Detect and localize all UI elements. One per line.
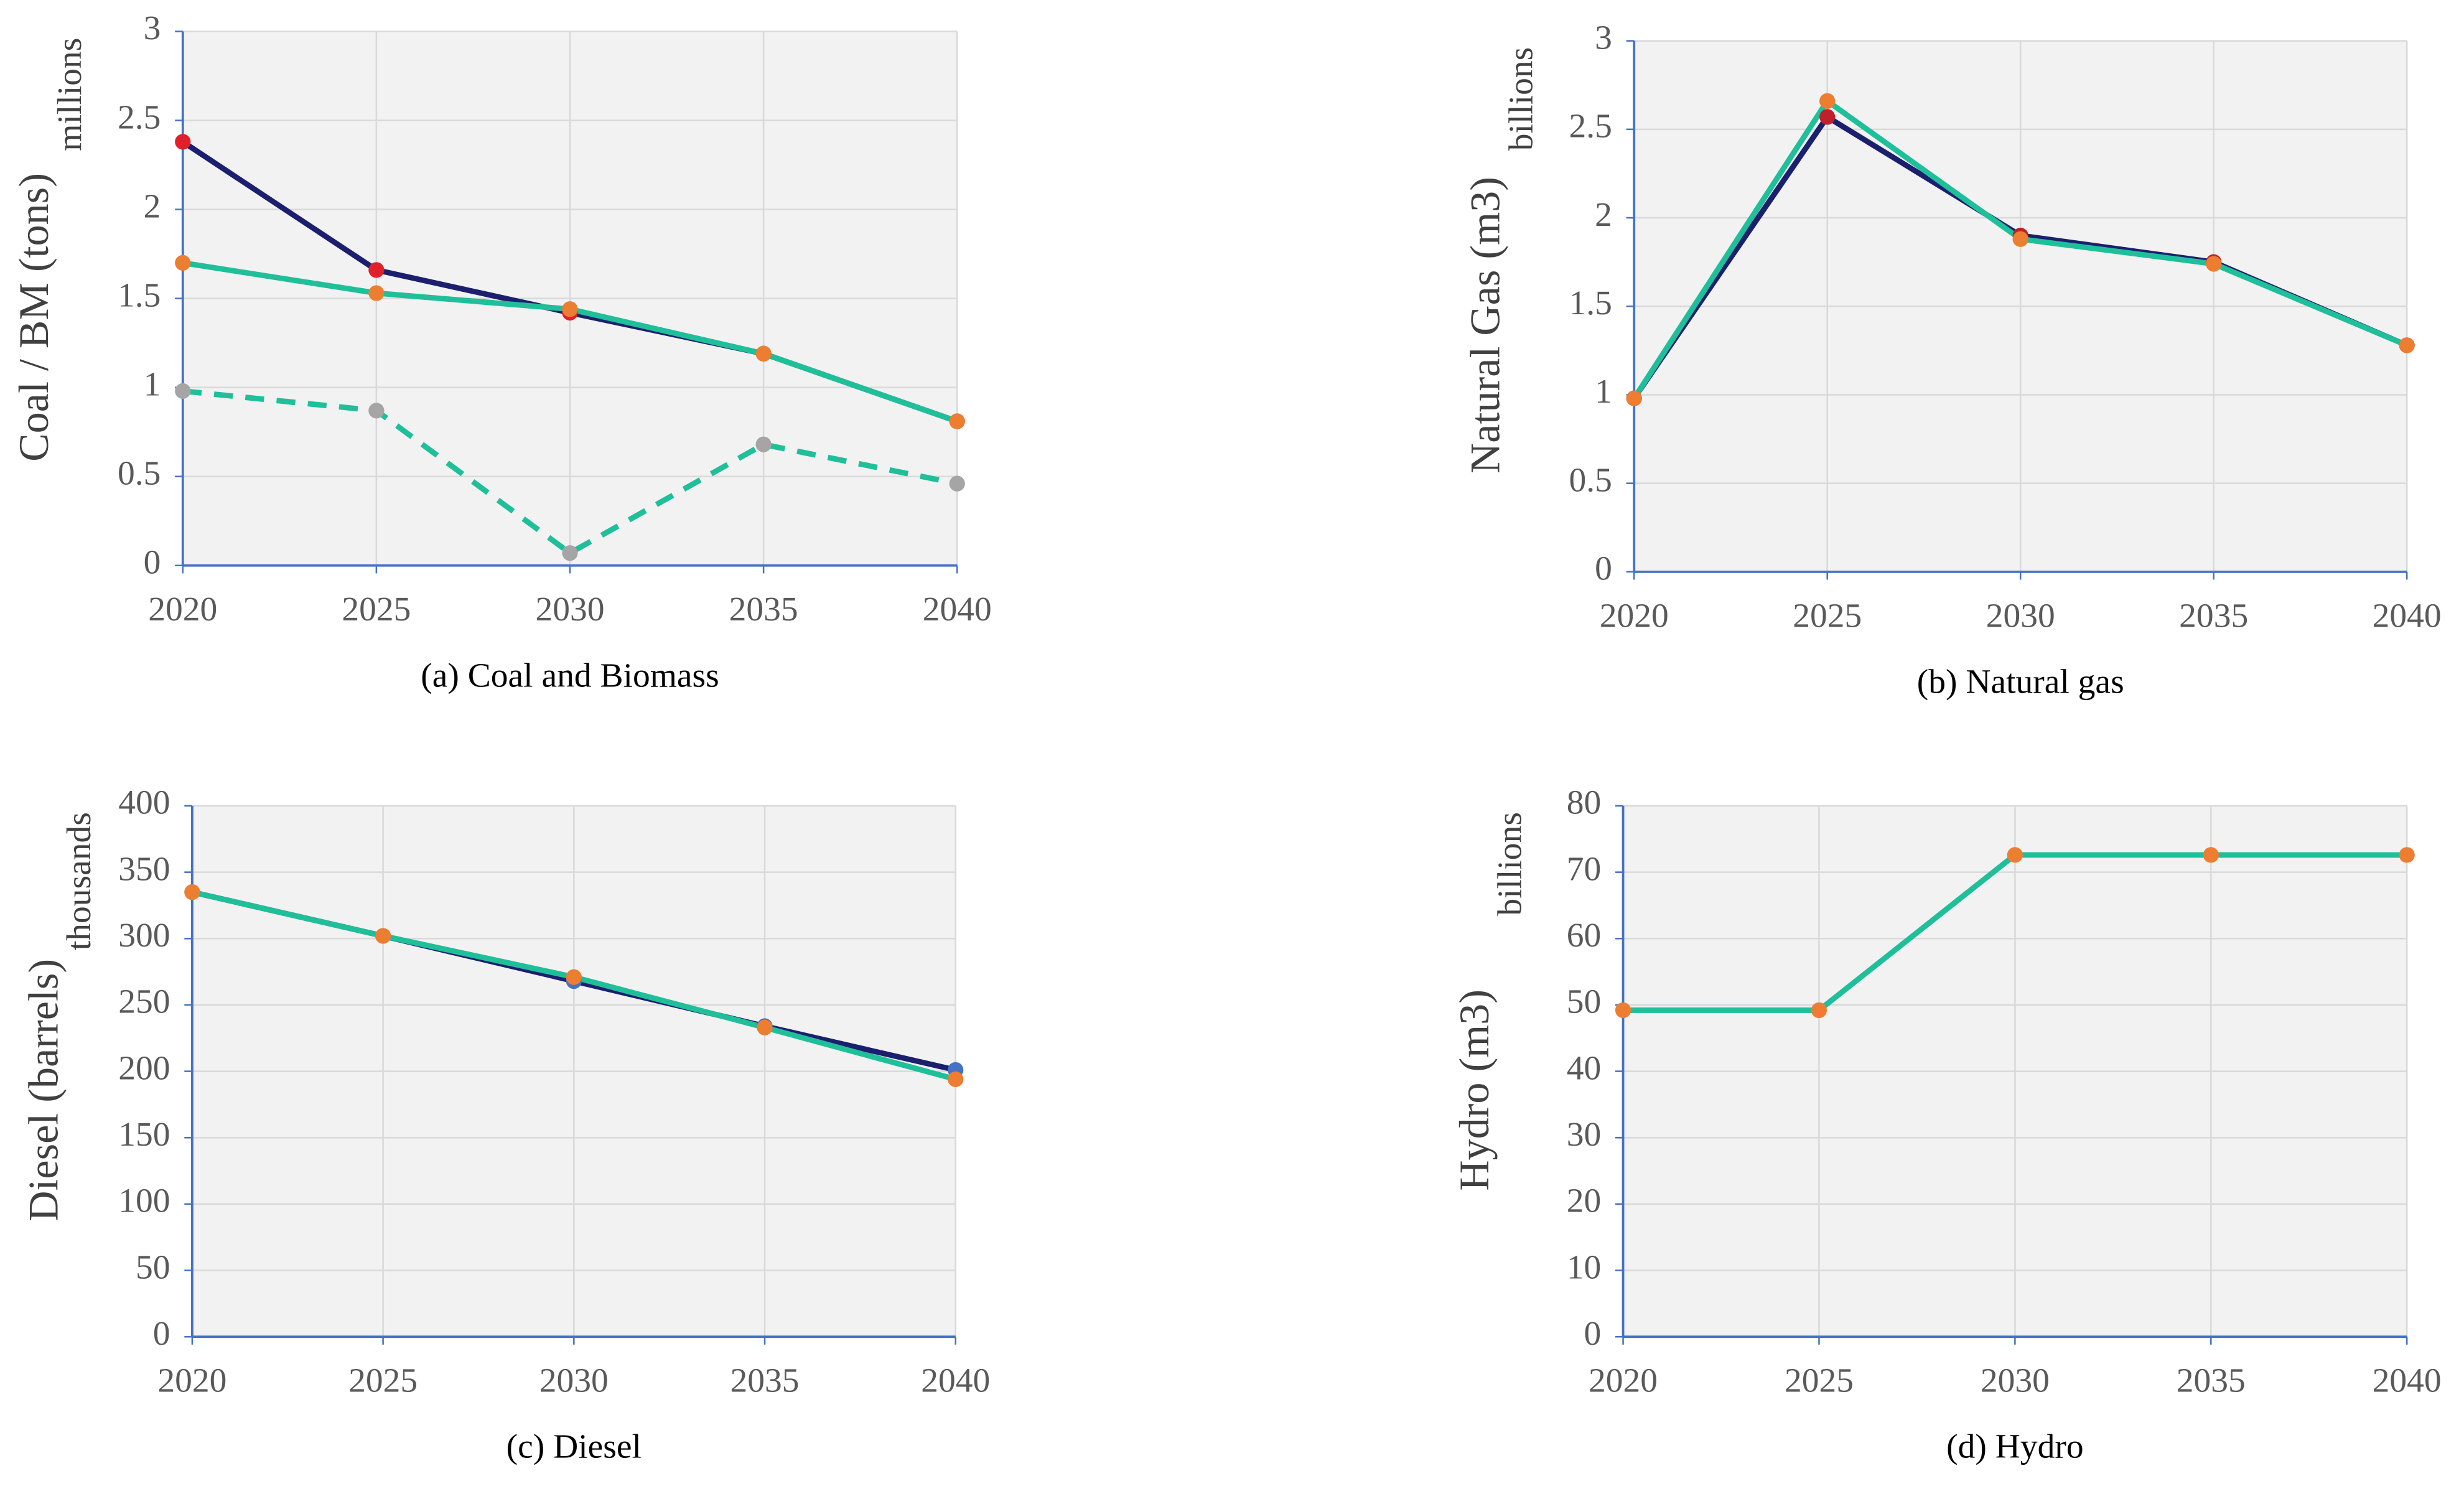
y-tick-label: 250	[118, 983, 170, 1021]
y-tick-label: 1.5	[118, 276, 161, 314]
chart: 0 0.5 1 1.5 2 2.5 3 2020 2025 2030 2035 2040 Natural…	[1462, 19, 2442, 701]
y-tick-label: 10	[1567, 1248, 1602, 1286]
y-tick-label: 40	[1567, 1049, 1602, 1087]
data-point	[2399, 337, 2415, 353]
data-point	[2012, 231, 2028, 247]
data-point	[562, 545, 578, 561]
y-axis-label: Diesel (barrels)	[19, 959, 67, 1222]
y-tick-label: 0.5	[118, 454, 161, 492]
x-tick-label: 2020	[1589, 1362, 1658, 1400]
data-point	[949, 475, 965, 492]
chart-caption: (b) Natural gas	[1917, 663, 2124, 701]
unit-label: billions	[1491, 812, 1529, 916]
x-tick-label: 2035	[729, 591, 798, 629]
y-tick-label: 0	[153, 1315, 170, 1353]
series-line	[182, 388, 958, 556]
chart-caption: (d) Hydro	[1946, 1428, 2083, 1466]
data-point	[1615, 1002, 1631, 1019]
y-tick-label: 150	[118, 1116, 170, 1154]
x-tick-label: 2035	[730, 1362, 800, 1400]
data-point	[755, 345, 772, 362]
y-tick-label: 2	[144, 187, 161, 225]
data-point	[2203, 847, 2219, 863]
y-tick-label: 50	[136, 1248, 170, 1286]
data-point	[948, 1071, 964, 1088]
y-tick-label: 1	[144, 365, 161, 403]
x-tick-label: 2025	[348, 1362, 418, 1400]
chart: 0 50 100 150 200 250 300 350 400 2020 2025 2030 2035…	[19, 784, 990, 1466]
y-tick-label: 60	[1567, 917, 1602, 955]
chart-caption: (a) Coal and Biomass	[421, 657, 719, 694]
x-tick-label: 2030	[535, 591, 604, 629]
x-tick-label: 2040	[2373, 1362, 2442, 1400]
chart-caption: (c) Diesel	[506, 1428, 642, 1466]
data-point	[2206, 256, 2222, 272]
y-tick-label: 2.5	[118, 98, 161, 136]
data-point	[368, 262, 385, 278]
y-tick-label: 300	[118, 917, 170, 955]
y-tick-label: 2.5	[1569, 108, 1612, 146]
x-tick-label: 2030	[1986, 597, 2055, 635]
y-tick-label: 0	[144, 544, 161, 582]
x-tick-label: 2040	[923, 591, 992, 629]
x-tick-label: 2030	[539, 1362, 609, 1400]
data-point	[1819, 93, 1836, 109]
unit-label: thousands	[60, 812, 98, 950]
y-tick-label: 20	[1567, 1182, 1602, 1220]
y-tick-label: 30	[1567, 1116, 1602, 1154]
x-tick-label: 2020	[157, 1362, 226, 1400]
x-tick-label: 2040	[2373, 597, 2442, 635]
data-point	[755, 436, 772, 452]
y-tick-label: 2	[1595, 196, 1612, 234]
x-tick-label: 2025	[1793, 597, 1862, 635]
chart: 0 0.5 1 1.5 2 2.5 3 2020 2025 2030 2035 2040 Coal / …	[10, 9, 992, 694]
data-point	[757, 1019, 773, 1035]
y-tick-label: 400	[118, 784, 170, 822]
unit-label: billions	[1502, 47, 1540, 151]
y-tick-label: 0.5	[1569, 461, 1612, 499]
y-axis-label: Natural Gas (m3)	[1462, 177, 1509, 474]
y-tick-label: 3	[1595, 19, 1612, 57]
data-point	[2007, 847, 2023, 863]
data-point	[1819, 109, 1836, 125]
x-tick-label: 2025	[342, 591, 411, 629]
data-point	[175, 383, 191, 400]
data-point	[368, 285, 385, 301]
unit-label: millions	[51, 38, 89, 151]
data-point	[949, 413, 965, 429]
y-tick-label: 80	[1567, 784, 1602, 822]
x-tick-label: 2020	[148, 591, 217, 629]
y-tick-label: 100	[118, 1182, 170, 1220]
data-point	[375, 928, 391, 944]
y-tick-label: 70	[1567, 850, 1602, 888]
data-point	[184, 884, 200, 900]
y-axis-label: Hydro (m3)	[1450, 989, 1498, 1191]
data-point	[175, 134, 191, 150]
data-point	[566, 969, 582, 985]
data-point	[368, 403, 385, 419]
y-tick-label: 50	[1567, 983, 1602, 1021]
x-tick-label: 2035	[2177, 1362, 2246, 1400]
data-point	[1626, 390, 1642, 406]
x-tick-label: 2030	[1981, 1362, 2050, 1400]
x-tick-label: 2040	[921, 1362, 990, 1400]
y-axis-label: Coal / BM (tons)	[10, 173, 57, 462]
y-tick-label: 3	[144, 9, 161, 47]
x-tick-label: 2020	[1600, 597, 1669, 635]
data-point	[175, 255, 191, 271]
y-tick-label: 1.5	[1569, 284, 1612, 322]
x-tick-label: 2035	[2179, 597, 2248, 635]
data-point	[2399, 847, 2415, 863]
y-tick-label: 0	[1584, 1315, 1601, 1353]
data-point	[562, 301, 578, 317]
y-tick-label: 0	[1595, 550, 1612, 588]
x-tick-label: 2025	[1785, 1362, 1854, 1400]
y-tick-label: 350	[118, 850, 170, 888]
y-tick-label: 1	[1595, 373, 1612, 411]
data-point	[1811, 1002, 1827, 1019]
y-tick-label: 200	[118, 1049, 170, 1087]
